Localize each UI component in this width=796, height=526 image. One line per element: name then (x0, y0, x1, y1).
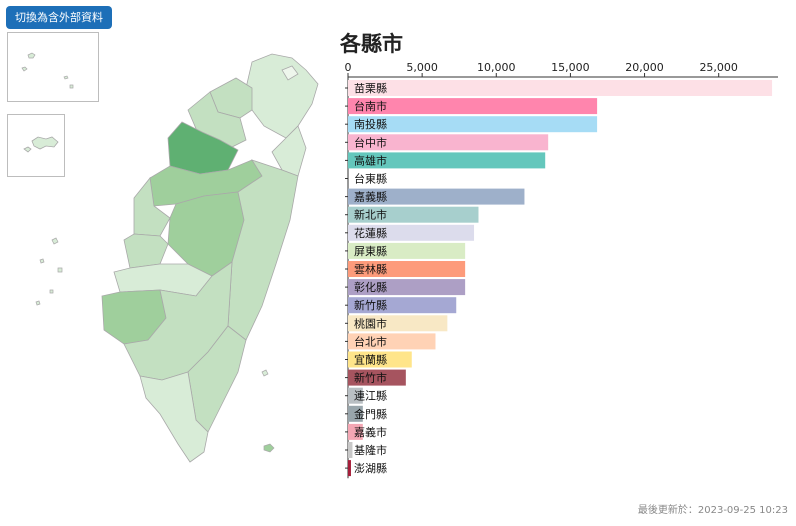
bar[interactable] (348, 423, 363, 440)
inset-map-kinmen (7, 114, 65, 177)
inset-map-matsu (7, 32, 99, 102)
map-region-keelung[interactable] (281, 65, 299, 81)
matsu-islands (21, 52, 74, 89)
bar-category-label: 連江縣 (354, 389, 387, 403)
bar-category-label: 宜蘭縣 (354, 353, 387, 367)
bar[interactable] (348, 98, 598, 115)
bar[interactable] (348, 152, 546, 169)
bar-category-label: 新竹縣 (354, 298, 387, 312)
bar-category-label: 台北市 (354, 334, 387, 348)
bar-category-label: 苗栗縣 (354, 82, 387, 95)
x-tick-label: 10,000 (477, 61, 516, 74)
bar-category-label: 台南市 (354, 99, 387, 113)
taiwan-map (35, 53, 319, 463)
bar-category-label: 屏東縣 (354, 245, 387, 258)
bar[interactable] (348, 351, 412, 368)
bar-category-label: 台東縣 (354, 172, 387, 186)
bar[interactable] (348, 261, 466, 277)
bar-category-label: 高雄市 (354, 153, 387, 167)
x-tick-label: 15,000 (551, 61, 590, 74)
bar[interactable] (348, 333, 436, 350)
bar[interactable] (348, 442, 353, 458)
bar-category-label: 雲林縣 (354, 262, 387, 276)
last-updated-text: 最後更新於：2023-09-25 10:23 (637, 505, 788, 516)
green-island (261, 369, 269, 377)
bar-category-label: 金門縣 (354, 407, 387, 421)
bar[interactable] (348, 188, 525, 205)
toggle-external-data-button[interactable]: 切換為含外部資料 (6, 6, 112, 29)
map-region-pingtung[interactable] (139, 371, 209, 463)
bar[interactable] (348, 80, 773, 96)
x-tick-label: 20,000 (625, 61, 664, 74)
bar-category-label: 花蓮縣 (354, 226, 387, 240)
bar[interactable] (348, 297, 457, 314)
x-tick-label: 25,000 (699, 61, 738, 74)
bar[interactable] (348, 206, 479, 223)
bar[interactable] (348, 369, 406, 386)
bar[interactable] (348, 460, 351, 477)
bar-category-label: 南投縣 (354, 117, 387, 131)
bar[interactable] (348, 405, 363, 422)
bar[interactable] (348, 224, 475, 241)
bar-category-label: 新北市 (354, 208, 387, 222)
penghu-islands (35, 237, 63, 306)
bar[interactable] (348, 315, 448, 332)
bar[interactable] (348, 116, 598, 133)
orchid-island (263, 443, 275, 453)
bar[interactable] (348, 242, 466, 259)
x-tick-label: 5,000 (406, 61, 438, 74)
bar-category-label: 彰化縣 (354, 280, 387, 294)
bar-category-label: 台中市 (354, 135, 387, 149)
bar[interactable] (348, 387, 363, 404)
kinmen-islands (23, 136, 59, 153)
bar-category-label: 新竹市 (354, 371, 387, 385)
bar[interactable] (348, 279, 466, 296)
bar-category-label: 澎湖縣 (354, 462, 387, 475)
bar-category-label: 桃園市 (354, 316, 387, 330)
x-tick-label: 0 (345, 61, 352, 74)
bar[interactable] (348, 134, 549, 151)
bar-category-label: 嘉義縣 (354, 190, 387, 204)
bar-category-label: 基隆市 (354, 443, 387, 457)
bar-category-label: 嘉義市 (354, 425, 387, 439)
chart-title: 各縣市 (340, 32, 403, 56)
